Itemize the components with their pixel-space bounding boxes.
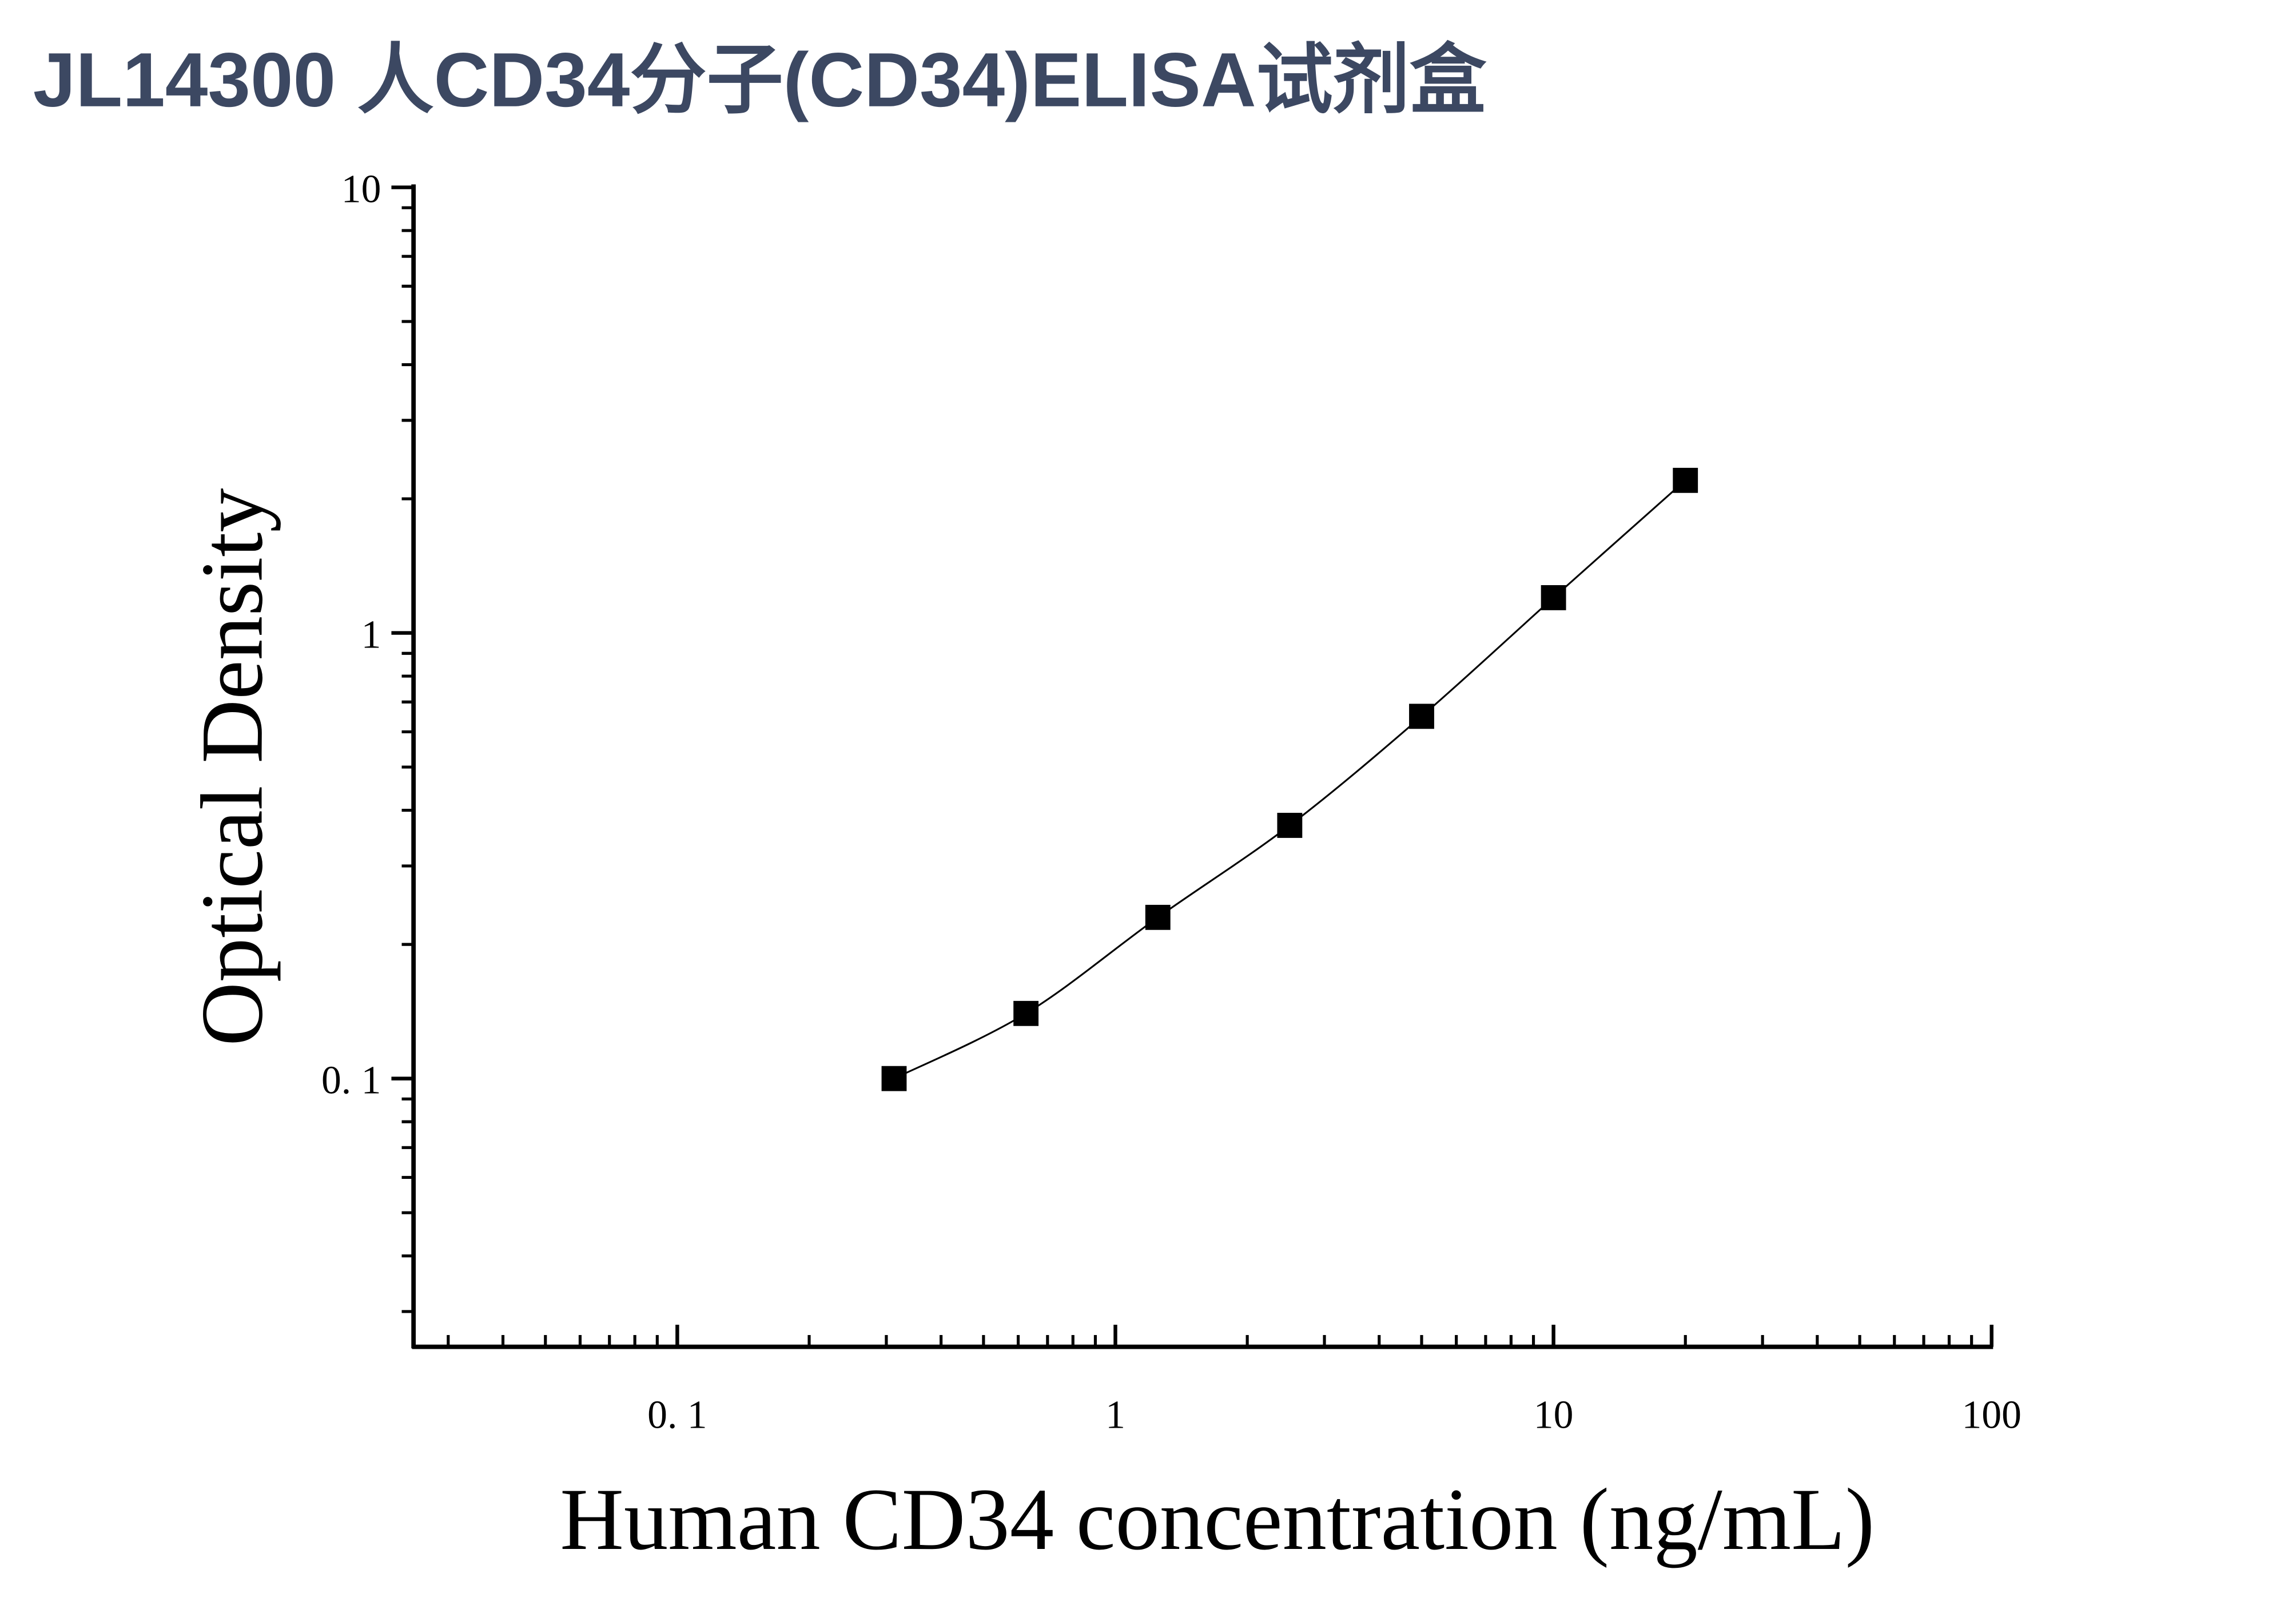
x-tick-label: 10	[1534, 1393, 1574, 1437]
data-point	[1013, 1000, 1039, 1026]
y-tick-label: 10	[341, 167, 381, 211]
data-point	[1541, 585, 1566, 610]
chart-title: JL14300 人CD34分子(CD34)ELISA试剂盒	[33, 38, 1487, 123]
x-axis-label: Human CD34 concentration (ng/mL)	[560, 1471, 1875, 1568]
data-point	[1277, 813, 1303, 838]
y-axis-label: Optical Density	[183, 488, 281, 1046]
data-point	[881, 1066, 907, 1091]
data-point	[1673, 467, 1698, 493]
x-tick-label: 0. 1	[647, 1393, 707, 1437]
y-tick-label: 0. 1	[321, 1058, 381, 1102]
fit-curve	[893, 479, 1686, 1080]
x-tick-label: 100	[1961, 1393, 2021, 1437]
data-point	[1409, 704, 1434, 729]
x-tick-label: 1	[1105, 1393, 1125, 1437]
y-tick-label: 1	[361, 613, 381, 657]
data-point	[1145, 904, 1171, 930]
